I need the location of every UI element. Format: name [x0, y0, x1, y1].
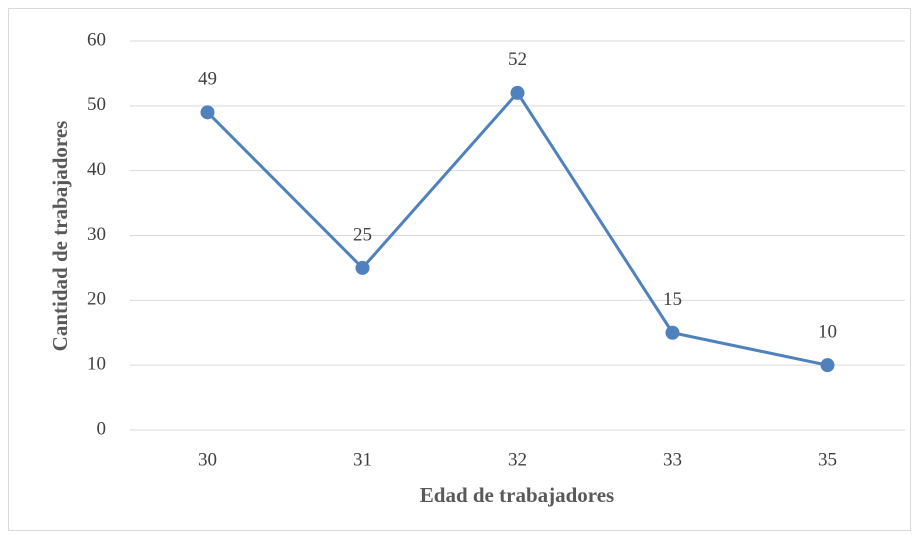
y-tick-label: 0	[97, 418, 107, 439]
chart-frame	[8, 8, 911, 531]
x-axis-label: Edad de trabajadores	[420, 483, 614, 507]
y-tick-label: 60	[87, 29, 106, 50]
data-point	[355, 260, 370, 275]
data-label: 10	[818, 322, 837, 343]
x-tick-label: 33	[663, 449, 682, 470]
x-tick-label: 35	[818, 449, 837, 470]
y-axis-label: Cantidad de trabajadores	[48, 121, 72, 352]
y-tick-label: 50	[87, 94, 106, 115]
y-tick-label: 10	[87, 354, 106, 375]
y-tick-label: 40	[87, 159, 106, 180]
x-tick-label: 30	[198, 449, 217, 470]
y-tick-label: 30	[87, 224, 106, 245]
data-label: 25	[353, 224, 372, 245]
x-tick-label: 32	[508, 449, 527, 470]
data-label: 49	[198, 69, 217, 90]
data-point	[665, 325, 680, 340]
data-label: 15	[663, 289, 682, 310]
data-point	[510, 85, 525, 100]
data-point	[200, 105, 215, 120]
data-point	[820, 358, 835, 373]
x-tick-label: 31	[353, 449, 372, 470]
y-tick-label: 20	[87, 289, 106, 310]
data-label: 52	[508, 49, 527, 70]
